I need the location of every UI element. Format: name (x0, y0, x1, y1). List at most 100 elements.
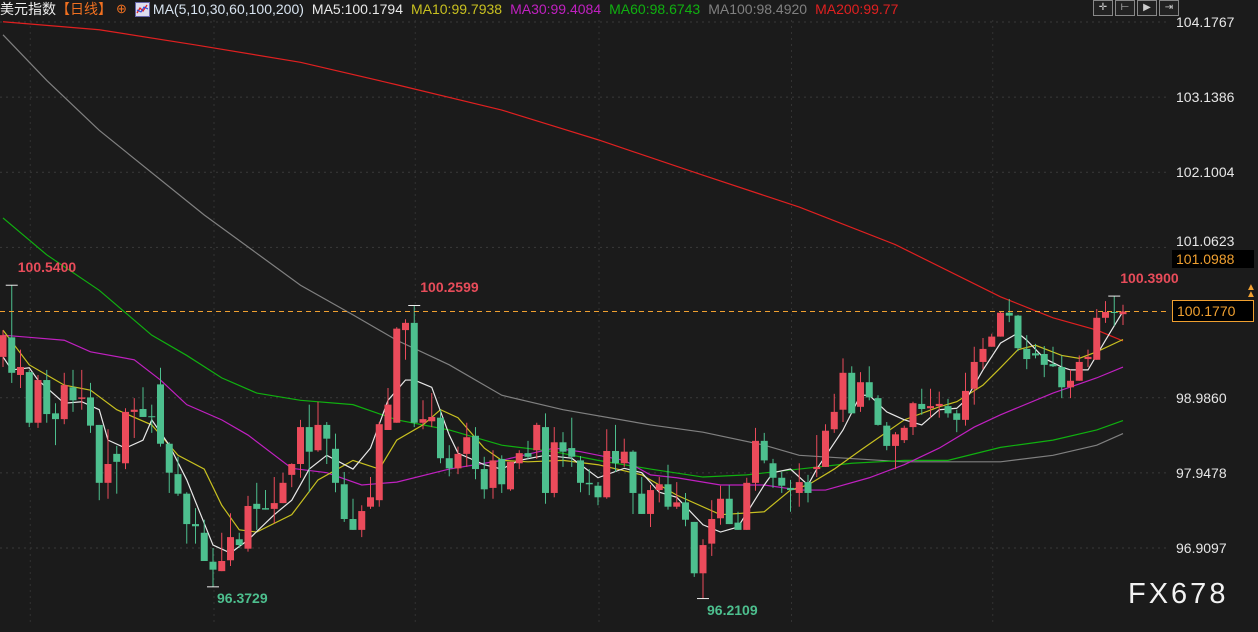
candle-body (865, 382, 873, 398)
candle-body (568, 448, 576, 457)
candle-body (437, 417, 444, 459)
candle-body (533, 424, 541, 451)
candle (244, 495, 252, 552)
candle (1102, 301, 1109, 323)
candle (25, 369, 33, 428)
candle-body (340, 484, 348, 520)
exit-range-icon[interactable]: ⇥ (1159, 0, 1179, 16)
candle-body (472, 435, 479, 470)
candle (428, 393, 436, 428)
candle (410, 305, 418, 428)
candle-body (682, 502, 689, 520)
candle (43, 369, 51, 423)
candle-body (848, 372, 856, 414)
crosshair-icon[interactable]: ✛ (1093, 0, 1113, 16)
candle (673, 482, 681, 509)
scroll-up-icon[interactable]: ▲ ▲ (1246, 282, 1256, 301)
candle (192, 508, 199, 544)
zoom-range-icon[interactable]: ⊢ (1115, 0, 1135, 16)
candle (305, 404, 313, 493)
indicator-chart-icon[interactable] (134, 1, 150, 17)
candle (1058, 355, 1066, 399)
candle (927, 388, 934, 418)
candle-body (227, 537, 234, 561)
candle-body (104, 464, 112, 483)
candle (253, 482, 261, 530)
candle (577, 456, 584, 493)
candle-body (148, 416, 156, 418)
candle (367, 477, 374, 509)
candle (752, 427, 759, 491)
chart-header: 美元指数 【日线】 ⊕ MA(5,10,30,60,100,200) MA5:1… (0, 0, 906, 18)
grid (0, 20, 1170, 625)
candle-body (953, 413, 961, 420)
candle (1049, 346, 1057, 368)
candle-body (130, 409, 138, 412)
candle (288, 463, 296, 488)
candle (349, 498, 357, 530)
candle-body (428, 416, 436, 422)
candle (1032, 343, 1039, 359)
candle (358, 505, 366, 538)
y-tick-label: 101.0623 (1176, 232, 1235, 249)
candle-body (209, 561, 217, 570)
candle-body (1032, 353, 1039, 356)
candle-body (393, 328, 401, 423)
candle-body (638, 493, 646, 514)
candle-body (279, 482, 287, 504)
candle (375, 422, 383, 507)
candle (865, 366, 873, 401)
candle (979, 338, 987, 370)
play-range-icon[interactable]: ▶ (1137, 0, 1157, 16)
candle-body (594, 485, 602, 498)
candle (717, 485, 724, 525)
candle-body (78, 397, 86, 399)
candle-body (34, 380, 42, 423)
candle (629, 450, 637, 514)
candle-body (577, 460, 584, 483)
candle-body (489, 460, 497, 488)
candle-body (769, 463, 777, 478)
period-selector[interactable]: 【日线】 (56, 1, 112, 17)
candle (113, 445, 121, 494)
candle-body (235, 539, 243, 546)
candle (1084, 349, 1092, 368)
candle (970, 346, 978, 405)
candle-body (165, 443, 173, 473)
candle (542, 413, 549, 504)
candle (34, 374, 42, 428)
candle-body (1093, 317, 1101, 360)
candle-body (970, 361, 978, 389)
candle (480, 456, 488, 499)
candle-body (620, 451, 628, 464)
candle-body (979, 348, 987, 362)
candle (1067, 369, 1074, 399)
candle-body (997, 312, 1004, 337)
y-tick-label: 102.1004 (1176, 164, 1235, 181)
circle-plus-icon[interactable]: ⊕ (116, 1, 127, 16)
marker-price-box: 101.0988 (1172, 249, 1254, 268)
chart-toolbar: ✛ ⊢ ▶ ⇥ (1093, 0, 1179, 16)
candle-body (288, 464, 296, 475)
high-price-label: 100.3900 (1120, 270, 1179, 287)
ma10-line (2, 329, 1124, 533)
candle-body (1102, 312, 1109, 318)
candle (962, 372, 969, 426)
candle-body (375, 424, 383, 501)
candle-body (559, 442, 567, 452)
ma-params[interactable]: MA(5,10,30,60,100,200) (152, 1, 304, 17)
candle-body (1023, 348, 1031, 360)
candle-body (1014, 315, 1022, 349)
candle (533, 422, 541, 459)
y-tick-label: 97.9478 (1176, 464, 1227, 481)
ma5-value: MA5:100.1794 (311, 1, 403, 17)
candle (139, 387, 147, 417)
candle (174, 456, 182, 496)
candle-body (244, 505, 252, 549)
candle (787, 479, 794, 512)
candle (148, 404, 156, 433)
candle (760, 432, 768, 464)
candle-body (734, 522, 742, 530)
candle (524, 440, 532, 459)
